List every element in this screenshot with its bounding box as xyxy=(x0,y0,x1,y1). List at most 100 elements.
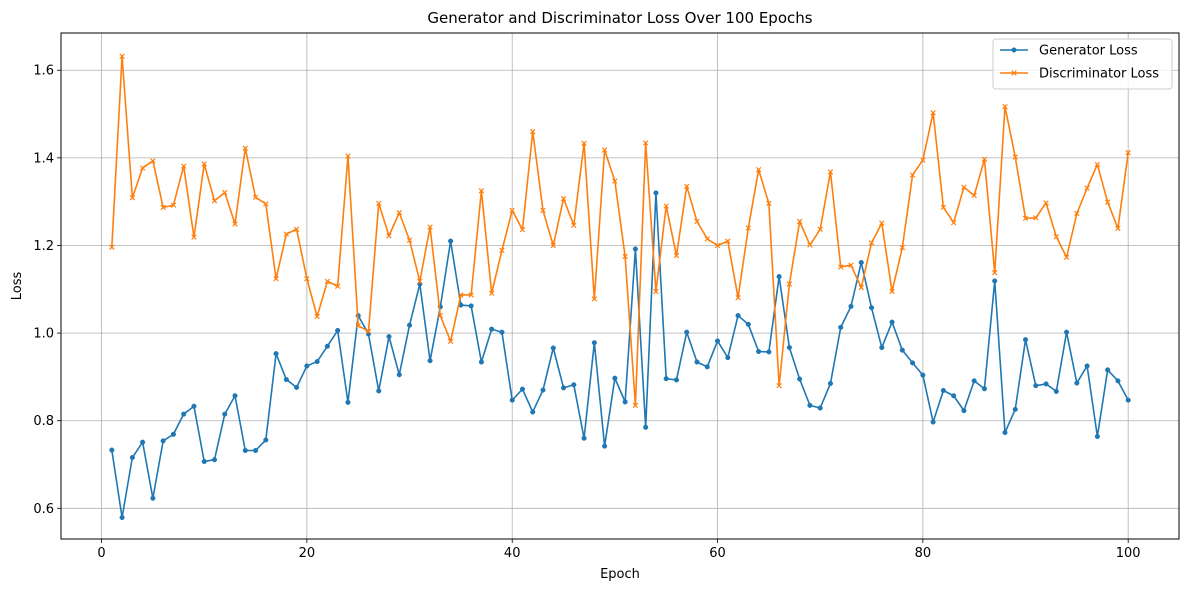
data-point-discriminator-stroke xyxy=(468,292,474,298)
data-point-generator xyxy=(704,364,710,370)
data-point-discriminator xyxy=(396,209,402,216)
data-point-discriminator-stroke xyxy=(376,200,382,207)
data-point-generator xyxy=(406,322,413,328)
data-point-discriminator-stroke xyxy=(283,231,290,237)
data-point-discriminator xyxy=(560,195,567,202)
data-point-generator xyxy=(632,246,638,252)
data-point-discriminator-stroke xyxy=(160,204,166,211)
data-point-discriminator-stroke xyxy=(170,202,177,208)
data-point-discriminator xyxy=(930,110,936,116)
data-point-discriminator xyxy=(1074,210,1080,217)
data-point-discriminator xyxy=(191,234,197,240)
data-point-generator xyxy=(971,378,977,384)
x-tick-label: 80 xyxy=(915,546,932,561)
data-point-discriminator-stroke xyxy=(1125,149,1131,156)
data-point-discriminator xyxy=(940,204,947,211)
data-point-discriminator-stroke xyxy=(909,172,916,178)
data-point-discriminator xyxy=(735,294,741,301)
data-point-generator xyxy=(1094,433,1100,440)
data-point-discriminator-stroke xyxy=(1074,210,1080,217)
data-point-discriminator xyxy=(745,225,752,231)
data-point-discriminator xyxy=(447,338,454,345)
data-point-generator xyxy=(540,387,546,393)
data-point-discriminator-stroke xyxy=(807,242,813,248)
data-point-discriminator-stroke xyxy=(437,312,444,319)
data-point-discriminator-stroke xyxy=(591,296,598,302)
data-point-discriminator xyxy=(838,264,844,270)
data-point-discriminator xyxy=(827,169,834,175)
data-point-discriminator xyxy=(725,238,731,244)
data-point-discriminator xyxy=(663,203,669,209)
data-point-discriminator xyxy=(139,165,146,171)
data-point-discriminator xyxy=(355,322,361,329)
data-point-discriminator-stroke xyxy=(950,219,957,226)
data-point-generator xyxy=(612,375,618,381)
data-point-discriminator-stroke xyxy=(796,218,803,225)
data-point-generator xyxy=(1084,363,1090,369)
data-point-discriminator-stroke xyxy=(396,209,402,216)
x-axis-label: Epoch xyxy=(600,567,640,582)
data-point-discriminator-stroke xyxy=(1012,154,1018,160)
data-point-discriminator-stroke xyxy=(673,252,680,259)
data-point-discriminator-stroke xyxy=(530,128,536,135)
chart-title: Generator and Discriminator Loss Over 10… xyxy=(427,9,812,27)
data-point-discriminator xyxy=(232,221,238,227)
series-line-discriminator xyxy=(111,55,1129,407)
legend: Generator Loss Discriminator Loss xyxy=(992,38,1173,90)
data-point-generator xyxy=(376,388,382,394)
data-point-discriminator xyxy=(1002,103,1008,110)
data-point-generator xyxy=(550,345,556,351)
data-point-discriminator xyxy=(386,233,392,239)
data-point-discriminator xyxy=(694,218,700,225)
data-point-discriminator xyxy=(755,166,762,173)
legend-marker-discriminator xyxy=(1011,70,1017,76)
data-point-discriminator xyxy=(796,218,803,225)
data-point-discriminator-stroke xyxy=(119,53,125,59)
data-point-discriminator-stroke xyxy=(961,184,967,190)
data-point-discriminator xyxy=(1043,200,1049,206)
data-point-discriminator xyxy=(848,262,854,268)
data-point-generator xyxy=(848,303,854,309)
data-point-discriminator-stroke xyxy=(499,247,505,254)
data-point-generator xyxy=(427,358,433,364)
data-point-discriminator-stroke xyxy=(581,140,587,147)
data-point-generator xyxy=(951,393,957,399)
data-point-generator xyxy=(735,313,741,319)
data-point-generator xyxy=(981,386,988,392)
data-point-discriminator xyxy=(786,281,793,287)
y-tick-label: 1.0 xyxy=(33,327,54,342)
data-point-discriminator-stroke xyxy=(293,226,300,232)
data-point-discriminator xyxy=(273,276,279,282)
data-point-discriminator xyxy=(365,328,372,335)
data-point-discriminator xyxy=(109,244,115,250)
data-point-generator xyxy=(283,376,289,383)
data-point-generator xyxy=(304,363,310,369)
data-point-discriminator xyxy=(263,201,269,207)
data-point-discriminator-stroke xyxy=(571,222,577,229)
data-point-generator xyxy=(273,351,279,357)
data-point-generator xyxy=(591,340,597,346)
data-point-discriminator xyxy=(519,226,526,233)
data-point-discriminator-stroke xyxy=(653,288,659,295)
data-point-generator xyxy=(150,495,156,501)
data-point-generator xyxy=(1064,329,1070,335)
data-point-generator xyxy=(489,326,495,332)
legend-label-discriminator: Discriminator Loss xyxy=(1039,67,1159,82)
data-point-discriminator-stroke xyxy=(704,236,710,242)
data-point-discriminator xyxy=(581,140,587,147)
data-point-discriminator xyxy=(1012,154,1018,160)
data-point-discriminator-stroke xyxy=(314,313,320,320)
data-point-discriminator xyxy=(150,158,156,164)
y-tick-label: 0.8 xyxy=(33,414,54,429)
data-point-generator xyxy=(386,334,392,340)
data-point-discriminator-stroke xyxy=(447,338,454,345)
data-point-discriminator-stroke xyxy=(273,276,279,282)
data-point-generator xyxy=(345,399,351,405)
data-point-discriminator xyxy=(1125,149,1131,156)
y-tick-label: 0.6 xyxy=(33,502,54,517)
y-tick-label: 1.6 xyxy=(33,64,54,79)
legend-marker-shape xyxy=(1011,70,1017,76)
data-point-generator xyxy=(448,238,454,244)
data-point-discriminator-stroke xyxy=(550,242,556,249)
y-tick-label: 1.2 xyxy=(33,239,54,254)
